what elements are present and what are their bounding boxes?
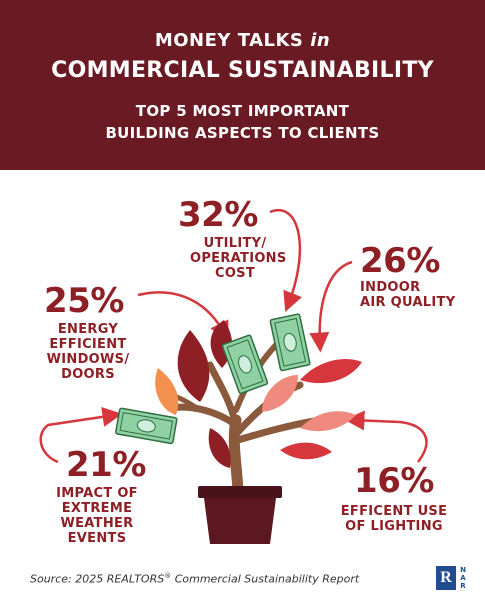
stat-utility-label: UTILITY/ OPERATIONS COST xyxy=(190,236,287,281)
stat-windows-label-3: WINDOWS/ xyxy=(46,352,130,367)
money-bill-left xyxy=(115,407,178,445)
subtitle-line-2: BUILDING ASPECTS TO CLIENTS xyxy=(105,124,380,142)
arrow-air-quality xyxy=(309,260,353,353)
stat-weather: 21% xyxy=(66,446,146,484)
stat-windows-value: 25% xyxy=(44,281,124,321)
stat-utility: 32% xyxy=(178,196,258,234)
stat-air-quality: 26% INDOOR AIR QUALITY xyxy=(360,242,455,310)
leaf-orange xyxy=(155,368,179,415)
stat-windows-label-2: EFFICIENT xyxy=(49,337,127,352)
leaf-pink-lower xyxy=(300,411,356,432)
stat-lighting: 16% EFFICENT USE OF LIGHTING xyxy=(336,462,452,534)
header-line-1-italic: in xyxy=(310,30,331,51)
stat-windows-label: ENERGY EFFICIENT WINDOWS/ DOORS xyxy=(42,322,134,382)
leaf-dark-left xyxy=(177,330,210,402)
money-tree-illustration xyxy=(39,209,428,544)
stat-utility-label-3: COST xyxy=(214,266,256,281)
subtitle-line-1: TOP 5 MOST IMPORTANT xyxy=(135,102,350,120)
stat-lighting-label-2: OF LIGHTING xyxy=(345,519,443,534)
plant-pot xyxy=(198,486,282,544)
stat-weather-label-4: EVENTS xyxy=(67,531,127,546)
stat-air-quality-label-1: INDOOR xyxy=(360,280,421,295)
stat-utility-label-2: OPERATIONS xyxy=(190,251,287,266)
source-note: Source: 2025 REALTORS® Commercial Sustai… xyxy=(30,572,359,586)
stat-lighting-label-1: EFFICENT USE xyxy=(340,504,448,519)
money-bill-middle xyxy=(221,334,269,395)
leaf-red-bottom xyxy=(208,428,231,468)
stat-weather-value: 21% xyxy=(66,445,146,485)
stat-weather-label-2: EXTREME xyxy=(61,501,133,516)
stat-windows-label-1: ENERGY xyxy=(57,322,119,337)
main-title: COMMERCIAL SUSTAINABILITY xyxy=(51,58,434,83)
money-bill-top xyxy=(269,313,311,372)
nar-logo-letters: N A R xyxy=(460,566,466,590)
arrow-lighting xyxy=(344,410,428,463)
leaf-red-low-right xyxy=(280,442,332,460)
arrow-weather xyxy=(39,406,123,464)
stat-utility-label-1: UTILITY/ xyxy=(203,236,267,251)
stat-lighting-value: 16% xyxy=(354,461,434,501)
leaf-red-right xyxy=(300,359,362,384)
header-line-1: MONEY TALKS in xyxy=(0,30,485,51)
header-banner: MONEY TALKS in COMMERCIAL SUSTAINABILITY… xyxy=(0,0,485,170)
source-text-b: Commercial Sustainability Report xyxy=(171,572,360,586)
stat-air-quality-value: 26% xyxy=(360,241,440,281)
stat-weather-label-1: IMPACT OF xyxy=(56,486,138,501)
stat-utility-value: 32% xyxy=(178,195,258,235)
arrow-windows xyxy=(137,291,229,342)
arrow-utility xyxy=(269,209,302,312)
stat-windows-label-4: DOORS xyxy=(61,367,115,382)
stat-windows: 25% xyxy=(44,282,124,320)
registered-mark: ® xyxy=(164,572,172,580)
stat-air-quality-label-2: AIR QUALITY xyxy=(360,295,456,310)
subtitle: TOP 5 MOST IMPORTANT BUILDING ASPECTS TO… xyxy=(0,100,485,144)
header-line-1-text: MONEY TALKS xyxy=(154,30,304,51)
nar-logo: R xyxy=(436,566,456,590)
stat-weather-label-3: WEATHER xyxy=(60,516,134,531)
source-text-a: Source: 2025 REALTORS xyxy=(30,572,165,586)
stat-weather-label: IMPACT OF EXTREME WEATHER EVENTS xyxy=(48,486,146,546)
leaf-pink-upper xyxy=(262,375,298,412)
